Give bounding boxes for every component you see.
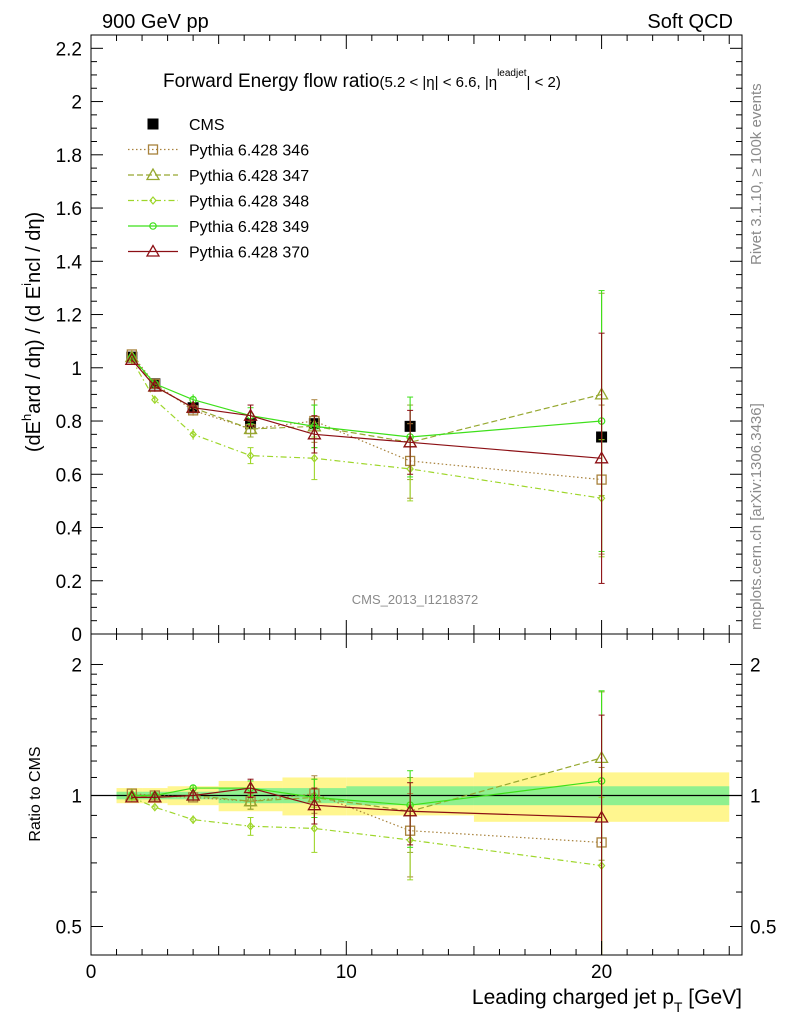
mcplots-label: mcplots.cern.ch [arXiv:1306.3436] (748, 403, 765, 630)
header-left: 900 GeV pp (102, 11, 209, 33)
ratio-series-3 (128, 690, 606, 956)
ratio-data-point (243, 793, 258, 807)
ratio-data-point (307, 797, 322, 811)
main-series-line (131, 356, 602, 438)
main-series-5 (124, 332, 609, 584)
chart-title: Forward Energy flow ratio(5.2 < |η| < 6.… (163, 68, 561, 92)
y-tick-label: 1.4 (56, 252, 83, 273)
legend-item: Pythia 6.428 347 (128, 167, 309, 185)
main-data-point (185, 400, 201, 413)
legend-marker (147, 118, 159, 130)
legend-label: CMS (189, 117, 225, 134)
main-data-point (189, 429, 197, 439)
ratio-data-point (243, 780, 258, 794)
ratio-data-point (189, 784, 197, 792)
y-axis-label: (dEhard / dη) / (d Eincl / dη) (19, 212, 45, 452)
y-tick-label: 0.2 (56, 572, 82, 593)
ratio-data-point (246, 821, 255, 831)
legend-marker (145, 244, 161, 257)
legend-label: Pythia 6.428 370 (189, 245, 309, 262)
main-data-point (307, 427, 322, 440)
ratio-data-point (189, 815, 197, 825)
chart-title-cut: (5.2 < |η| < 6.6, |η (379, 74, 497, 91)
legend-label: Pythia 6.428 347 (189, 168, 309, 185)
legend-item: Pythia 6.428 346 (128, 143, 309, 160)
y-tick-label: 0.4 (56, 519, 83, 540)
ratio-y-tick-label: 2 (71, 655, 82, 676)
y-tick-label: 2 (71, 93, 82, 114)
legend-marker (147, 144, 159, 155)
main-data-point (246, 451, 255, 461)
main-panel: 0 0.2 0.4 0.6 0.8 1 1.2 1.4 1.6 1.8 2 2.2 Forward E… (19, 34, 743, 646)
ratio-y-tick-label: 0.5 (56, 917, 82, 938)
ratio-data-point (147, 790, 162, 803)
chart-title-cut-end: | < 2) (527, 74, 561, 91)
legend-marker (145, 167, 161, 181)
ratio-series-4 (124, 714, 609, 956)
y-tick-label: 1.8 (56, 146, 82, 167)
y-tick-label: 1.6 (56, 199, 82, 220)
legend-label: Pythia 6.428 348 (189, 194, 309, 211)
main-series-2 (124, 292, 609, 497)
x-tick-label: 0 (86, 962, 97, 983)
main-series-4 (128, 290, 606, 552)
legend-label: Pythia 6.428 349 (189, 219, 309, 236)
legend-item: CMS (147, 117, 225, 134)
main-series-line (131, 359, 602, 499)
ratio-data-point (310, 824, 319, 833)
ratio-y-tick-label-right: 2 (750, 655, 761, 676)
ratio-frame (90, 633, 743, 956)
chart-title-main: Forward Energy flow ratio (163, 71, 379, 92)
main-series-1 (126, 349, 607, 555)
y-tick-label: 2.2 (56, 39, 82, 60)
legend: CMS Pythia 6.428 346 Pythia 6.428 347 Pythi… (128, 117, 309, 262)
ratio-y-tick-label-right: 1 (750, 786, 761, 807)
y-tick-label: 1 (71, 359, 82, 380)
ratio-data-point (594, 810, 609, 823)
main-series-line (131, 354, 602, 481)
legend-item: Pythia 6.428 349 (128, 219, 309, 236)
ratio-y-tick-label-right: 0.5 (750, 917, 776, 938)
reference-label: CMS_2013_I1218372 (352, 592, 479, 607)
main-data-point (402, 435, 418, 448)
ratio-data-point (124, 790, 139, 803)
main-data-point (151, 395, 159, 405)
main-data-point (243, 408, 258, 421)
rivet-label: Rivet 3.1.10, ≥ 100k events (748, 83, 765, 265)
x-axis-label: Leading charged jet pT [GeV] (472, 986, 742, 1015)
main-series-3 (128, 355, 606, 558)
y-tick-label: 0.6 (56, 465, 82, 486)
main-series-0 (126, 351, 608, 443)
y-tick-label: 0.8 (56, 412, 82, 433)
legend-marker (149, 196, 157, 205)
y-tick-label: 0 (71, 625, 82, 646)
legend-item: Pythia 6.428 370 (128, 244, 309, 262)
ratio-panel: 0.5 0.51 12 20 10 20 Ratio to CMS Leading cha… (27, 633, 776, 1015)
ratio-data-point (185, 788, 201, 801)
header-right: Soft QCD (647, 11, 733, 33)
x-tick-label: 10 (336, 962, 357, 983)
main-data-point (147, 379, 162, 392)
ratio-y-axis-label: Ratio to CMS (27, 746, 44, 841)
ratio-y-tick-label: 1 (71, 786, 82, 807)
ratio-data-point (151, 802, 159, 812)
main-data-point (594, 450, 609, 464)
main-data-point (310, 453, 319, 463)
legend-item: Pythia 6.428 348 (128, 194, 309, 211)
legend-label: Pythia 6.428 346 (189, 143, 309, 160)
main-data-point (243, 421, 258, 435)
x-tick-label: 20 (591, 962, 612, 983)
main-series-line (131, 359, 602, 459)
main-data-point (124, 352, 139, 365)
y-tick-label: 1.2 (56, 306, 82, 327)
ratio-data-point (128, 792, 136, 802)
chart-title-sup: leadjet (497, 68, 527, 79)
legend-marker (149, 222, 157, 230)
main-series-line (131, 356, 602, 443)
ratio-data-point (402, 803, 418, 817)
